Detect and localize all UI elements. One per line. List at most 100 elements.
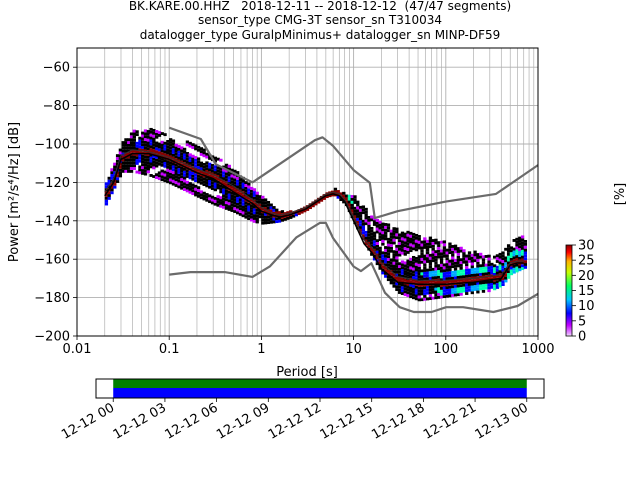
psd-cell xyxy=(157,154,162,158)
psd-cell xyxy=(392,227,396,231)
psd-cell xyxy=(495,285,500,289)
psd-cell xyxy=(252,219,257,223)
psd-cell xyxy=(481,287,486,290)
psd-cell xyxy=(439,258,444,261)
psd-cell xyxy=(185,189,190,193)
psd-cell xyxy=(157,162,162,166)
psd-cell xyxy=(425,271,430,275)
psd-cell xyxy=(358,226,363,229)
psd-cell xyxy=(476,258,480,262)
psd-cell xyxy=(180,157,184,161)
psd-cell xyxy=(330,193,335,197)
psd-cell xyxy=(238,186,243,190)
psd-cell xyxy=(403,252,407,256)
psd-cell xyxy=(107,179,111,183)
title-line-1: BK.KARE.00.HHZ 2018-12-11 -- 2018-12-12 … xyxy=(128,0,512,13)
psd-cell xyxy=(252,208,257,212)
psd-cell xyxy=(409,283,413,287)
psd-cell xyxy=(205,178,209,182)
psd-cell xyxy=(244,181,248,185)
psd-cell xyxy=(280,218,285,222)
psd-cell xyxy=(127,152,131,156)
psd-cell xyxy=(230,168,234,172)
psd-cell xyxy=(199,176,204,179)
psd-cell xyxy=(439,289,444,293)
psd-cell xyxy=(423,274,427,278)
psd-cell xyxy=(492,281,497,285)
timeline-tick-label: 12-12 09 xyxy=(214,400,272,442)
psd-cell xyxy=(448,288,452,292)
psd-cell xyxy=(124,138,128,142)
psd-cell xyxy=(389,244,393,247)
psd-cell xyxy=(406,282,410,286)
psd-cell xyxy=(398,285,402,289)
psd-cell xyxy=(456,278,460,282)
psd-cell xyxy=(398,244,402,248)
psd-cell xyxy=(280,215,285,219)
psd-cell xyxy=(512,267,516,271)
psd-cell xyxy=(381,225,385,229)
psd-cell xyxy=(417,292,421,296)
psd-cell xyxy=(196,180,201,184)
psd-cell xyxy=(236,185,240,189)
psd-cell xyxy=(255,197,259,201)
psd-cell xyxy=(403,272,407,276)
psd-cell xyxy=(470,285,474,289)
psd-cell xyxy=(202,183,206,186)
psd-cell xyxy=(224,192,229,196)
psd-cell xyxy=(448,277,452,280)
psd-cell xyxy=(146,138,150,142)
psd-cell xyxy=(375,250,379,254)
psd-cell xyxy=(233,204,237,208)
psd-cell xyxy=(171,182,176,186)
psd-cell xyxy=(411,238,416,242)
psd-cell xyxy=(392,258,396,262)
psd-cell xyxy=(118,154,123,158)
psd-cell xyxy=(395,265,399,268)
psd-cell xyxy=(398,239,402,243)
psd-cell xyxy=(163,141,167,145)
psd-cell xyxy=(465,260,469,264)
psd-cell xyxy=(233,201,237,205)
psd-cell xyxy=(160,140,164,144)
psd-cell xyxy=(378,226,382,230)
psd-cell xyxy=(171,145,176,149)
psd-cell xyxy=(389,241,393,245)
psd-cell xyxy=(481,284,486,288)
psd-cell xyxy=(428,271,433,275)
psd-cell xyxy=(113,182,117,186)
psd-cell xyxy=(319,195,324,199)
psd-cell xyxy=(372,220,377,224)
psd-cell xyxy=(456,284,460,288)
psd-cell xyxy=(406,268,410,272)
psd-cell xyxy=(434,276,438,280)
psd-cell xyxy=(470,256,474,260)
psd-cell xyxy=(400,260,405,264)
psd-cell xyxy=(121,169,125,173)
psd-cell xyxy=(182,153,187,157)
psd-cell xyxy=(437,287,441,291)
psd-cell xyxy=(174,166,178,170)
psd-cell xyxy=(115,162,120,166)
psd-cell xyxy=(370,247,374,251)
psd-cell xyxy=(107,191,111,195)
psd-cell xyxy=(168,178,173,182)
timeline-tick-label: 12-12 18 xyxy=(369,400,427,442)
psd-cell xyxy=(210,184,215,188)
psd-cell xyxy=(135,156,139,160)
psd-cell xyxy=(459,292,463,296)
title-line-2: sensor_type CMG-3T sensor_sn T310034 xyxy=(197,13,443,27)
psd-cell xyxy=(487,263,491,267)
psd-cell xyxy=(233,169,237,173)
psd-cell xyxy=(177,179,181,183)
psd-cell xyxy=(342,191,346,195)
psd-cell xyxy=(395,276,399,280)
psd-cell xyxy=(191,157,195,161)
psd-cell xyxy=(224,166,229,170)
psd-cell xyxy=(431,296,435,300)
psd-cell xyxy=(132,138,136,142)
psd-cell xyxy=(518,262,522,266)
psd-cell xyxy=(208,200,212,204)
psd-cell xyxy=(168,172,173,176)
psd-cell xyxy=(479,281,483,285)
